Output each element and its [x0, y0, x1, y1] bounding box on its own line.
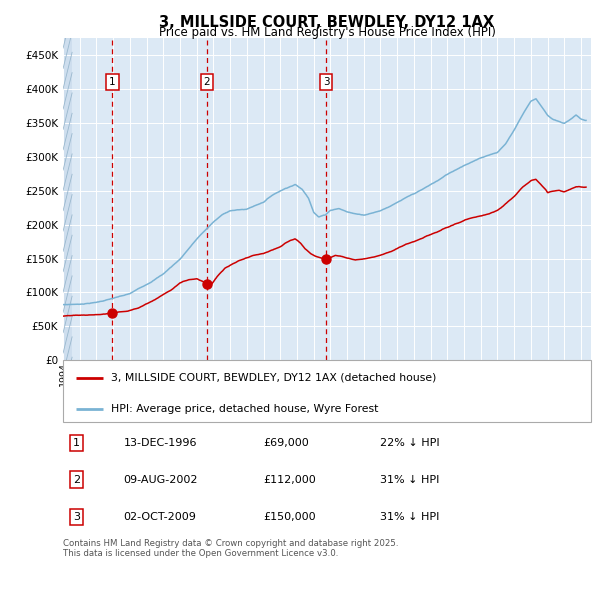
Text: £69,000: £69,000 [263, 438, 310, 448]
Text: HPI: Average price, detached house, Wyre Forest: HPI: Average price, detached house, Wyre… [110, 404, 378, 414]
Text: 13-DEC-1996: 13-DEC-1996 [124, 438, 197, 448]
Text: 31% ↓ HPI: 31% ↓ HPI [380, 474, 439, 484]
Text: 3: 3 [73, 512, 80, 522]
Text: Contains HM Land Registry data © Crown copyright and database right 2025.
This d: Contains HM Land Registry data © Crown c… [63, 539, 398, 558]
Text: 31% ↓ HPI: 31% ↓ HPI [380, 512, 439, 522]
Text: 22% ↓ HPI: 22% ↓ HPI [380, 438, 439, 448]
Text: £112,000: £112,000 [263, 474, 316, 484]
Text: 2: 2 [203, 77, 210, 87]
Text: 2: 2 [73, 474, 80, 484]
Text: 02-OCT-2009: 02-OCT-2009 [124, 512, 197, 522]
Text: 3: 3 [323, 77, 329, 87]
Text: 1: 1 [109, 77, 116, 87]
Text: 09-AUG-2002: 09-AUG-2002 [124, 474, 198, 484]
FancyBboxPatch shape [63, 360, 591, 422]
Text: 1: 1 [73, 438, 80, 448]
Text: 3, MILLSIDE COURT, BEWDLEY, DY12 1AX: 3, MILLSIDE COURT, BEWDLEY, DY12 1AX [160, 15, 494, 30]
Text: 3, MILLSIDE COURT, BEWDLEY, DY12 1AX (detached house): 3, MILLSIDE COURT, BEWDLEY, DY12 1AX (de… [110, 373, 436, 383]
Text: £150,000: £150,000 [263, 512, 316, 522]
Text: Price paid vs. HM Land Registry's House Price Index (HPI): Price paid vs. HM Land Registry's House … [158, 26, 496, 39]
